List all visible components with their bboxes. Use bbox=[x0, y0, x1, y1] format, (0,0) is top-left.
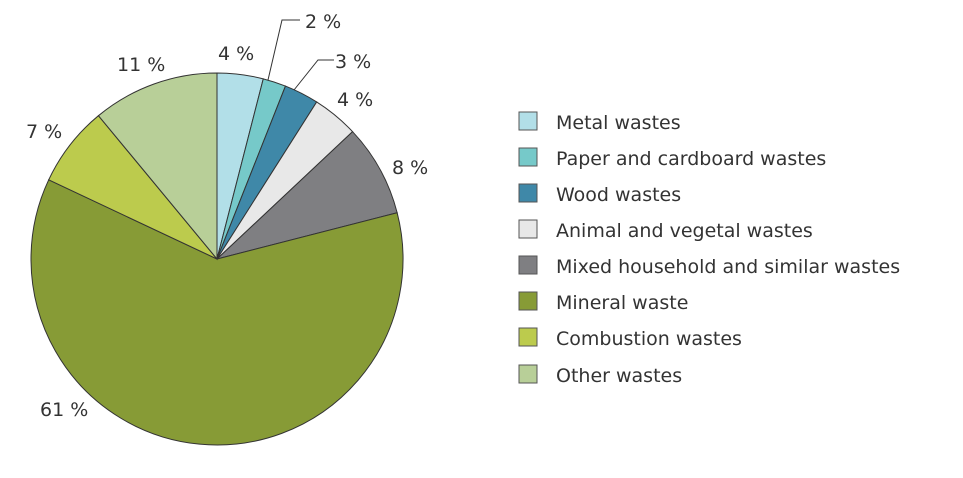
label-paper-and-cardboard-wastes: 2 % bbox=[305, 11, 341, 33]
legend-item-other-wastes: Other wastes bbox=[518, 364, 682, 387]
legend-swatch-mixed-household-wastes bbox=[518, 255, 538, 275]
legend-label-combustion-wastes: Combustion wastes bbox=[556, 328, 742, 350]
legend-label-animal-and-vegetal-wastes: Animal and vegetal wastes bbox=[556, 220, 813, 242]
legend-item-animal-and-vegetal-wastes: Animal and vegetal wastes bbox=[518, 219, 813, 242]
legend-item-mixed-household-wastes: Mixed household and similar wastes bbox=[518, 255, 900, 278]
label-mineral-waste: 61 % bbox=[40, 399, 88, 421]
legend-item-combustion-wastes: Combustion wastes bbox=[518, 327, 742, 350]
legend-swatch-paper-and-cardboard-wastes bbox=[518, 147, 538, 167]
legend-item-wood-wastes: Wood wastes bbox=[518, 183, 681, 206]
legend-item-mineral-waste: Mineral waste bbox=[518, 291, 688, 314]
slice-labels: 4 % 2 % 3 % 4 % 8 % 61 % 7 % 11 % bbox=[26, 11, 428, 421]
legend-label-mixed-household-wastes: Mixed household and similar wastes bbox=[556, 256, 900, 278]
legend-label-wood-wastes: Wood wastes bbox=[556, 184, 681, 206]
legend-swatch-mineral-waste bbox=[518, 291, 538, 311]
legend-label-paper-and-cardboard-wastes: Paper and cardboard wastes bbox=[556, 148, 826, 170]
pie-slice-mineral-waste bbox=[30, 179, 404, 446]
legend-item-metal-wastes: Metal wastes bbox=[518, 111, 681, 134]
legend-swatch-combustion-wastes bbox=[518, 327, 538, 347]
label-other-wastes: 11 % bbox=[117, 54, 165, 76]
label-metal-wastes: 4 % bbox=[218, 43, 254, 65]
pie-slice-mixed-household-and-similar-wastes bbox=[216, 130, 398, 260]
legend-label-mineral-waste: Mineral waste bbox=[556, 292, 688, 314]
leader-line-paper-and-cardboard-wastes bbox=[267, 19, 300, 81]
legend-label-metal-wastes: Metal wastes bbox=[556, 112, 681, 134]
legend-swatch-other-wastes bbox=[518, 364, 538, 384]
pie-slices bbox=[30, 72, 404, 446]
legend-swatch-wood-wastes bbox=[518, 183, 538, 203]
legend-item-paper-and-cardboard-wastes: Paper and cardboard wastes bbox=[518, 147, 826, 170]
label-animal-and-vegetal-wastes: 4 % bbox=[337, 89, 373, 111]
leader-line-wood-wastes bbox=[293, 59, 334, 91]
legend: Metal wastes Paper and cardboard wastes … bbox=[518, 111, 900, 387]
label-wood-wastes: 3 % bbox=[335, 51, 371, 73]
label-combustion-wastes: 7 % bbox=[26, 121, 62, 143]
label-mixed-household-wastes: 8 % bbox=[392, 157, 428, 179]
leader-lines bbox=[267, 19, 334, 91]
legend-swatch-animal-and-vegetal-wastes bbox=[518, 219, 538, 239]
pie-slice-other-wastes bbox=[97, 72, 218, 261]
legend-swatch-metal-wastes bbox=[518, 111, 538, 131]
legend-label-other-wastes: Other wastes bbox=[556, 365, 682, 387]
